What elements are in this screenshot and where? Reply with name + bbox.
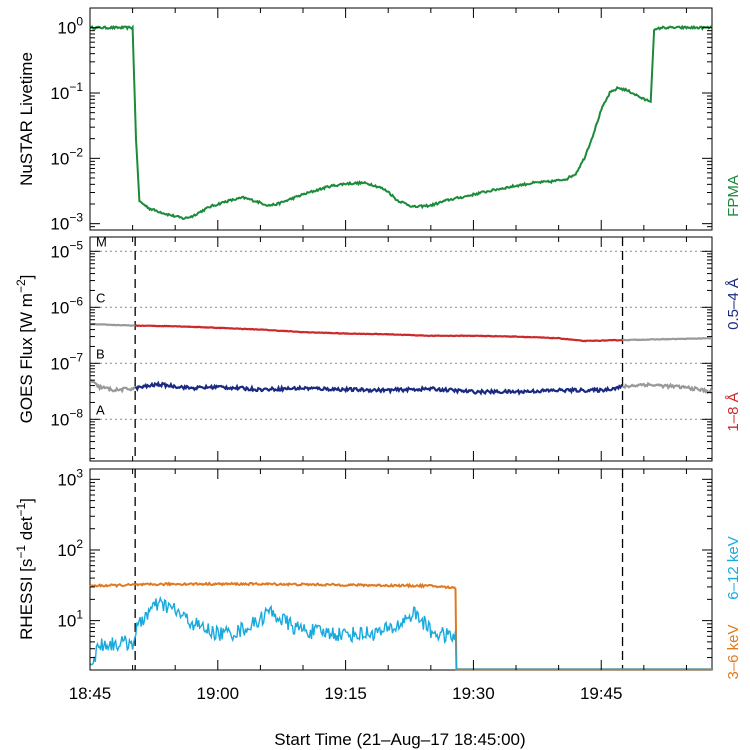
- panel2-ytick-label-0: 103: [57, 466, 83, 489]
- panel2-ytick-label-1: 102: [57, 537, 83, 560]
- panel0-ytick-label-1: 10−1: [50, 80, 83, 103]
- goes-ylabel: GOES Flux [W m−2]: [14, 275, 36, 424]
- panel0-ytick-label-2: 10−2: [50, 145, 83, 168]
- rhessi-high-legend-label: 6‒12 keV: [725, 536, 742, 599]
- rhessi-low-legend-label: 3–6 keV: [725, 624, 742, 679]
- panel1-ytick-label-3: 10−8: [50, 406, 83, 429]
- panel0-ytick-label-3: 10−3: [50, 211, 83, 234]
- x-axis: 18:45 19:00 19:15 19:30 19:45: [69, 684, 623, 703]
- nustar-panel-frame: [89, 7, 713, 231]
- nustar-panel: 100 10−1 10−2 10−3 NuSTAR Livetime FPMA: [17, 7, 742, 234]
- panel2-ytick-label-2: 101: [57, 608, 83, 631]
- flare-class-label-b: B: [96, 346, 105, 361]
- goes-short-legend-label: 0.5–4 Å: [725, 278, 742, 330]
- panel2-series-1-line: [89, 595, 712, 670]
- x-axis-label: Start Time (21–Aug–17 18:45:00): [274, 730, 525, 749]
- panel0-series-0-line: [89, 24, 713, 220]
- panel1-ytick-label-1: 10−6: [50, 294, 83, 317]
- goes-panel-frame: [89, 236, 713, 462]
- goes-series-1-pre-line: [89, 379, 136, 394]
- goes-series-0-post-line: [622, 336, 713, 342]
- x-tick-label-4: 19:45: [580, 684, 623, 703]
- panel1-ytick-label-0: 10−5: [50, 238, 83, 261]
- panel0-ytick-label-0: 100: [57, 15, 83, 38]
- rhessi-panel-frame: [89, 468, 713, 671]
- goes-long-legend-label: 1–8 Å: [725, 392, 742, 431]
- nustar-ylabel: NuSTAR Livetime: [17, 52, 36, 186]
- goes-series-0-pre-line: [89, 323, 136, 327]
- x-tick-label-3: 19:30: [452, 684, 495, 703]
- goes-series-1-main-line: [134, 380, 624, 396]
- rhessi-panel: 103 102 101 RHESSI [s−1 det−1] 6‒12 keV 3–…: [14, 466, 742, 679]
- panel2-series-0-line: [89, 581, 712, 671]
- flare-class-label-m: M: [96, 234, 107, 249]
- flare-class-label-c: C: [96, 290, 105, 305]
- fpma-legend-label: FPMA: [725, 175, 742, 217]
- flare-class-label-a: A: [96, 402, 105, 417]
- x-tick-label-1: 19:00: [197, 684, 240, 703]
- rhessi-ylabel: RHESSI [s−1 det−1]: [14, 498, 36, 640]
- x-tick-label-0: 18:45: [69, 684, 112, 703]
- goes-series-1-post-line: [621, 381, 713, 395]
- panel1-ytick-label-2: 10−7: [50, 350, 83, 373]
- x-tick-label-2: 19:15: [324, 684, 367, 703]
- goes-series-0-main-line: [134, 324, 623, 343]
